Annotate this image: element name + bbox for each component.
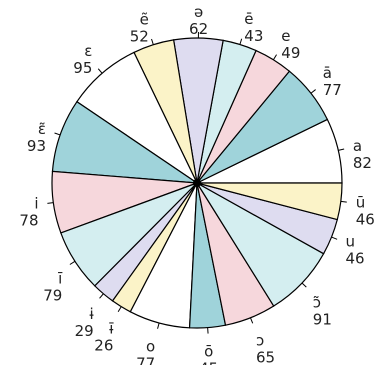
pie-value-13: 45 <box>199 360 218 365</box>
pie-label-14: ɔ <box>256 332 264 350</box>
pie-tick-2 <box>272 54 277 61</box>
pie-center-dot <box>193 179 201 187</box>
pie-tick-15 <box>301 282 307 288</box>
pie-label-13: ō <box>204 343 213 361</box>
pie-tick-6 <box>97 68 103 74</box>
pie-label-15: ɔ̃ <box>313 293 321 311</box>
pie-tick-9 <box>69 260 76 265</box>
pie-label-4: ə <box>194 3 203 21</box>
pie-tick-0 <box>338 148 345 151</box>
pie-tick-16 <box>331 236 338 240</box>
pie-label-2: e <box>281 27 290 45</box>
pie-value-16: 46 <box>346 250 365 268</box>
pie-tick-8 <box>47 202 54 204</box>
pie-value-0: 82 <box>353 154 372 172</box>
pie-value-17: 46 <box>356 210 375 228</box>
pie-label-5: ẽ <box>140 10 149 28</box>
pie-tick-12 <box>157 322 160 329</box>
pie-slices <box>51 37 343 329</box>
pie-slice-17 <box>196 182 343 221</box>
pie-tick-5 <box>151 38 154 45</box>
pie-label-6: ɛ <box>84 42 92 60</box>
pie-label-11: ɨ̄ <box>109 320 114 338</box>
pie-value-2: 49 <box>281 44 300 62</box>
pie-label-0: a <box>353 137 362 155</box>
pie-label-12: o <box>146 337 155 355</box>
pie-tick-14 <box>250 317 254 324</box>
pie-value-14: 65 <box>256 349 275 365</box>
pie-label-10: ɨ <box>90 305 94 323</box>
pie-value-9: 79 <box>43 286 62 304</box>
pie-value-4: 62 <box>189 20 208 38</box>
pie-value-10: 29 <box>75 322 94 340</box>
pie-value-6: 95 <box>73 59 92 77</box>
pie-label-3: ē <box>244 10 253 28</box>
pie-tick-3 <box>239 38 243 45</box>
pie-label-16: u <box>346 233 356 251</box>
pie-tick-17 <box>340 200 347 203</box>
pie-label-9: ī <box>57 269 63 287</box>
pie-label-17: ū <box>356 193 366 211</box>
pie-value-15: 91 <box>313 310 332 328</box>
pie-value-11: 26 <box>94 337 113 355</box>
pie-tick-11 <box>117 306 122 313</box>
pie-tick-10 <box>99 293 104 299</box>
pie-value-7: 93 <box>27 137 46 155</box>
pie-value-12: 77 <box>136 354 155 365</box>
pie-label-8: i <box>34 195 38 213</box>
pie-label-ticks <box>47 32 347 334</box>
pie-tick-1 <box>310 89 316 94</box>
pie-value-5: 52 <box>130 27 149 45</box>
pie-value-8: 78 <box>19 212 38 230</box>
pie-value-3: 43 <box>244 27 263 45</box>
pie-value-1: 77 <box>323 81 342 99</box>
pie-label-1: ā <box>323 64 332 82</box>
pie-label-7: ɛ̃ <box>38 120 46 138</box>
pie-tick-7 <box>54 132 61 136</box>
